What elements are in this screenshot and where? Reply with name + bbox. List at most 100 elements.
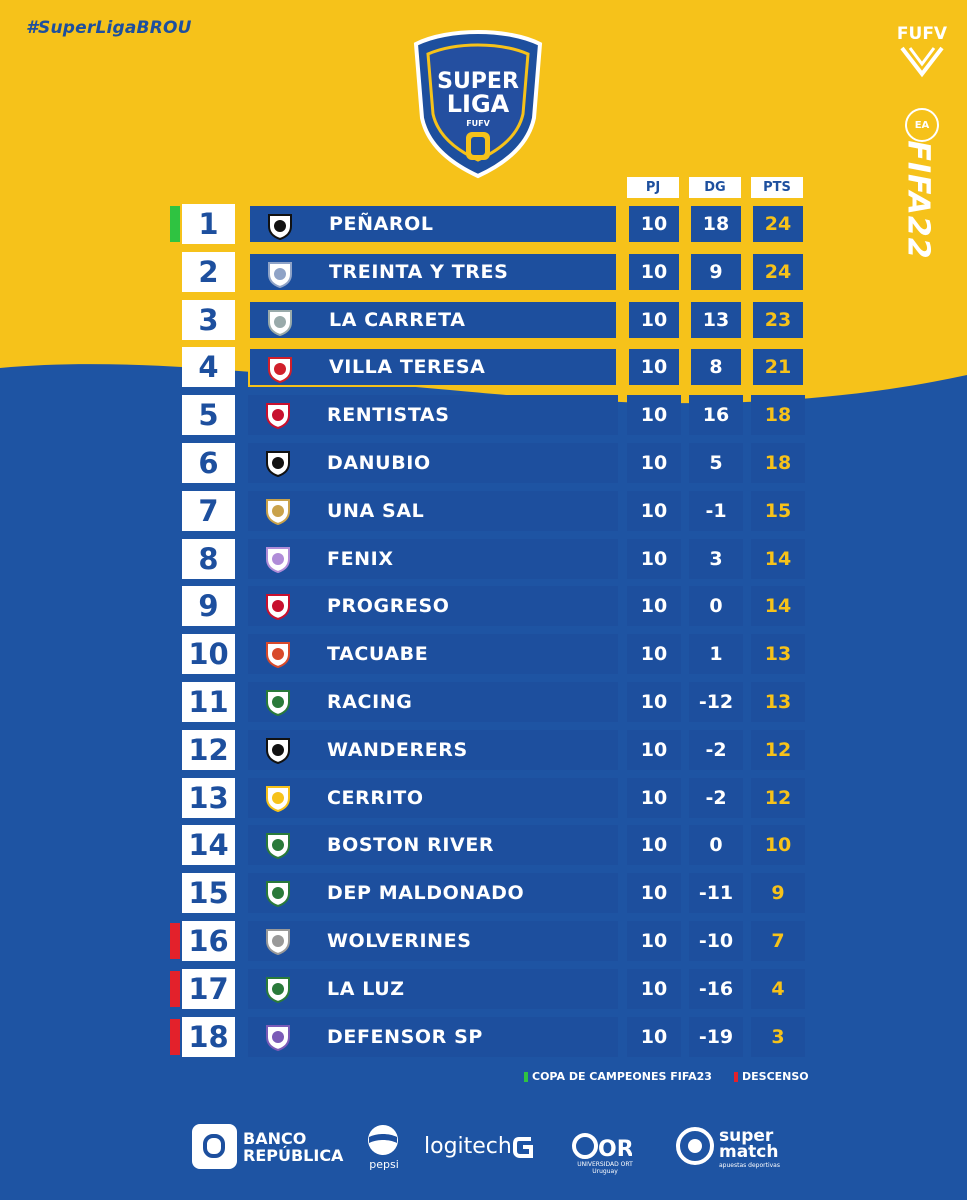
- cerrito-crest-icon: [266, 786, 290, 812]
- team-name: RENTISTAS: [327, 404, 450, 426]
- header-pts: PTS: [751, 177, 803, 198]
- logo-line2: LIGA: [447, 90, 510, 118]
- position: 6: [182, 443, 235, 483]
- ort-text: ORT: [598, 1137, 632, 1160]
- team-name: TREINTA Y TRES: [329, 261, 509, 283]
- relegation-marker: [170, 923, 180, 959]
- stat-pj: 10: [627, 873, 681, 913]
- legend-relegation: DESCENSO: [734, 1070, 809, 1084]
- stat-pts: 10: [751, 825, 805, 865]
- pepsi-text: pepsi: [369, 1158, 399, 1171]
- defensor-sp-crest-icon: [266, 1025, 290, 1051]
- brou-text: BANCO REPÚBLICA: [243, 1130, 343, 1164]
- crest-emblem: [272, 505, 284, 517]
- table-row: 16 WOLVERINES 10 -10 7: [0, 921, 967, 961]
- brou-logo-icon: [192, 1124, 237, 1169]
- stat-pj: 10: [627, 491, 681, 531]
- team-cell: TREINTA Y TRES: [248, 252, 618, 292]
- table-row: 14 BOSTON RIVER 10 0 10: [0, 825, 967, 865]
- table-row: 8 FENIX 10 3 14: [0, 539, 967, 579]
- treinta-y-tres-crest-icon: [268, 262, 292, 288]
- fufv-chevron-icon: [900, 46, 944, 78]
- brou-line1: BANCO: [243, 1129, 307, 1148]
- table-row: 3 LA CARRETA 10 13 23: [0, 300, 967, 340]
- position: 17: [182, 969, 235, 1009]
- table-row: 17 LA LUZ 10 -16 4: [0, 969, 967, 1009]
- stat-pts: 4: [751, 969, 805, 1009]
- stat-pj: 10: [627, 1017, 681, 1057]
- header-dg: DG: [689, 177, 741, 198]
- crest-emblem: [272, 648, 284, 660]
- crest-emblem: [272, 887, 284, 899]
- stat-dg: 16: [689, 395, 743, 435]
- supermatch-line2: match: [719, 1142, 779, 1162]
- position: 9: [182, 586, 235, 626]
- fufv-logo: FUFV: [896, 24, 948, 44]
- stat-dg: 0: [689, 586, 743, 626]
- stat-pts: 24: [751, 204, 805, 244]
- team-name: RACING: [327, 691, 413, 713]
- una-sal-crest-icon: [266, 499, 290, 525]
- ort-subtitle: UNIVERSIDAD ORT Uruguay: [555, 1161, 655, 1175]
- crest-emblem: [272, 696, 284, 708]
- stat-pts: 12: [751, 778, 805, 818]
- crest-emblem: [274, 220, 286, 232]
- table-row: 13 CERRITO 10 -2 12: [0, 778, 967, 818]
- position: 2: [182, 252, 235, 292]
- stat-pj: 10: [627, 921, 681, 961]
- table-row: 4 VILLA TERESA 10 8 21: [0, 347, 967, 387]
- stat-pts: 14: [751, 586, 805, 626]
- team-name: UNA SAL: [327, 500, 425, 522]
- crest-emblem: [272, 600, 284, 612]
- stat-dg: -10: [689, 921, 743, 961]
- fenix-crest-icon: [266, 547, 290, 573]
- stat-dg: -11: [689, 873, 743, 913]
- crest-emblem: [272, 839, 284, 851]
- team-name: PEÑAROL: [329, 213, 434, 235]
- crest-emblem: [272, 935, 284, 947]
- stat-dg: 0: [689, 825, 743, 865]
- legend-qualify: COPA DE CAMPEONES FIFA23: [524, 1070, 712, 1084]
- qualify-marker: [170, 206, 180, 242]
- stat-dg: -16: [689, 969, 743, 1009]
- table-row: 11 RACING 10 -12 13: [0, 682, 967, 722]
- brou-line2: REPÚBLICA: [243, 1146, 344, 1165]
- stat-pj: 10: [627, 778, 681, 818]
- team-cell: DEFENSOR SP: [248, 1017, 618, 1057]
- stat-dg: 3: [689, 539, 743, 579]
- legend-relegation-text: DESCENSO: [742, 1070, 809, 1083]
- position: 8: [182, 539, 235, 579]
- logitech-text: logitech: [424, 1134, 512, 1159]
- stat-dg: 13: [689, 300, 743, 340]
- table-row: 15 DEP MALDONADO 10 -11 9: [0, 873, 967, 913]
- team-name: CERRITO: [327, 787, 424, 809]
- team-cell: CERRITO: [248, 778, 618, 818]
- team-name: FENIX: [327, 548, 394, 570]
- pepsi-globe-icon: [368, 1125, 398, 1155]
- position: 4: [182, 347, 235, 387]
- team-cell: LA LUZ: [248, 969, 618, 1009]
- stat-dg: -2: [689, 778, 743, 818]
- position: 13: [182, 778, 235, 818]
- team-name: WANDERERS: [327, 739, 468, 761]
- stat-pj: 10: [627, 347, 681, 387]
- supermatch-line1: super: [719, 1126, 774, 1146]
- team-cell: WOLVERINES: [248, 921, 618, 961]
- position: 16: [182, 921, 235, 961]
- position: 15: [182, 873, 235, 913]
- crest-emblem: [272, 792, 284, 804]
- team-name: LA LUZ: [327, 978, 405, 1000]
- crest-emblem: [274, 363, 286, 375]
- wanderers-crest-icon: [266, 738, 290, 764]
- team-cell: RENTISTAS: [248, 395, 618, 435]
- relegation-marker: [170, 1019, 180, 1055]
- crest-emblem: [274, 316, 286, 328]
- team-cell: TACUABE: [248, 634, 618, 674]
- stat-pts: 9: [751, 873, 805, 913]
- tacuabe-crest-icon: [266, 642, 290, 668]
- stat-pts: 3: [751, 1017, 805, 1057]
- table-row: 5 RENTISTAS 10 16 18: [0, 395, 967, 435]
- team-cell: PROGRESO: [248, 586, 618, 626]
- stat-pj: 10: [627, 539, 681, 579]
- team-cell: DEP MALDONADO: [248, 873, 618, 913]
